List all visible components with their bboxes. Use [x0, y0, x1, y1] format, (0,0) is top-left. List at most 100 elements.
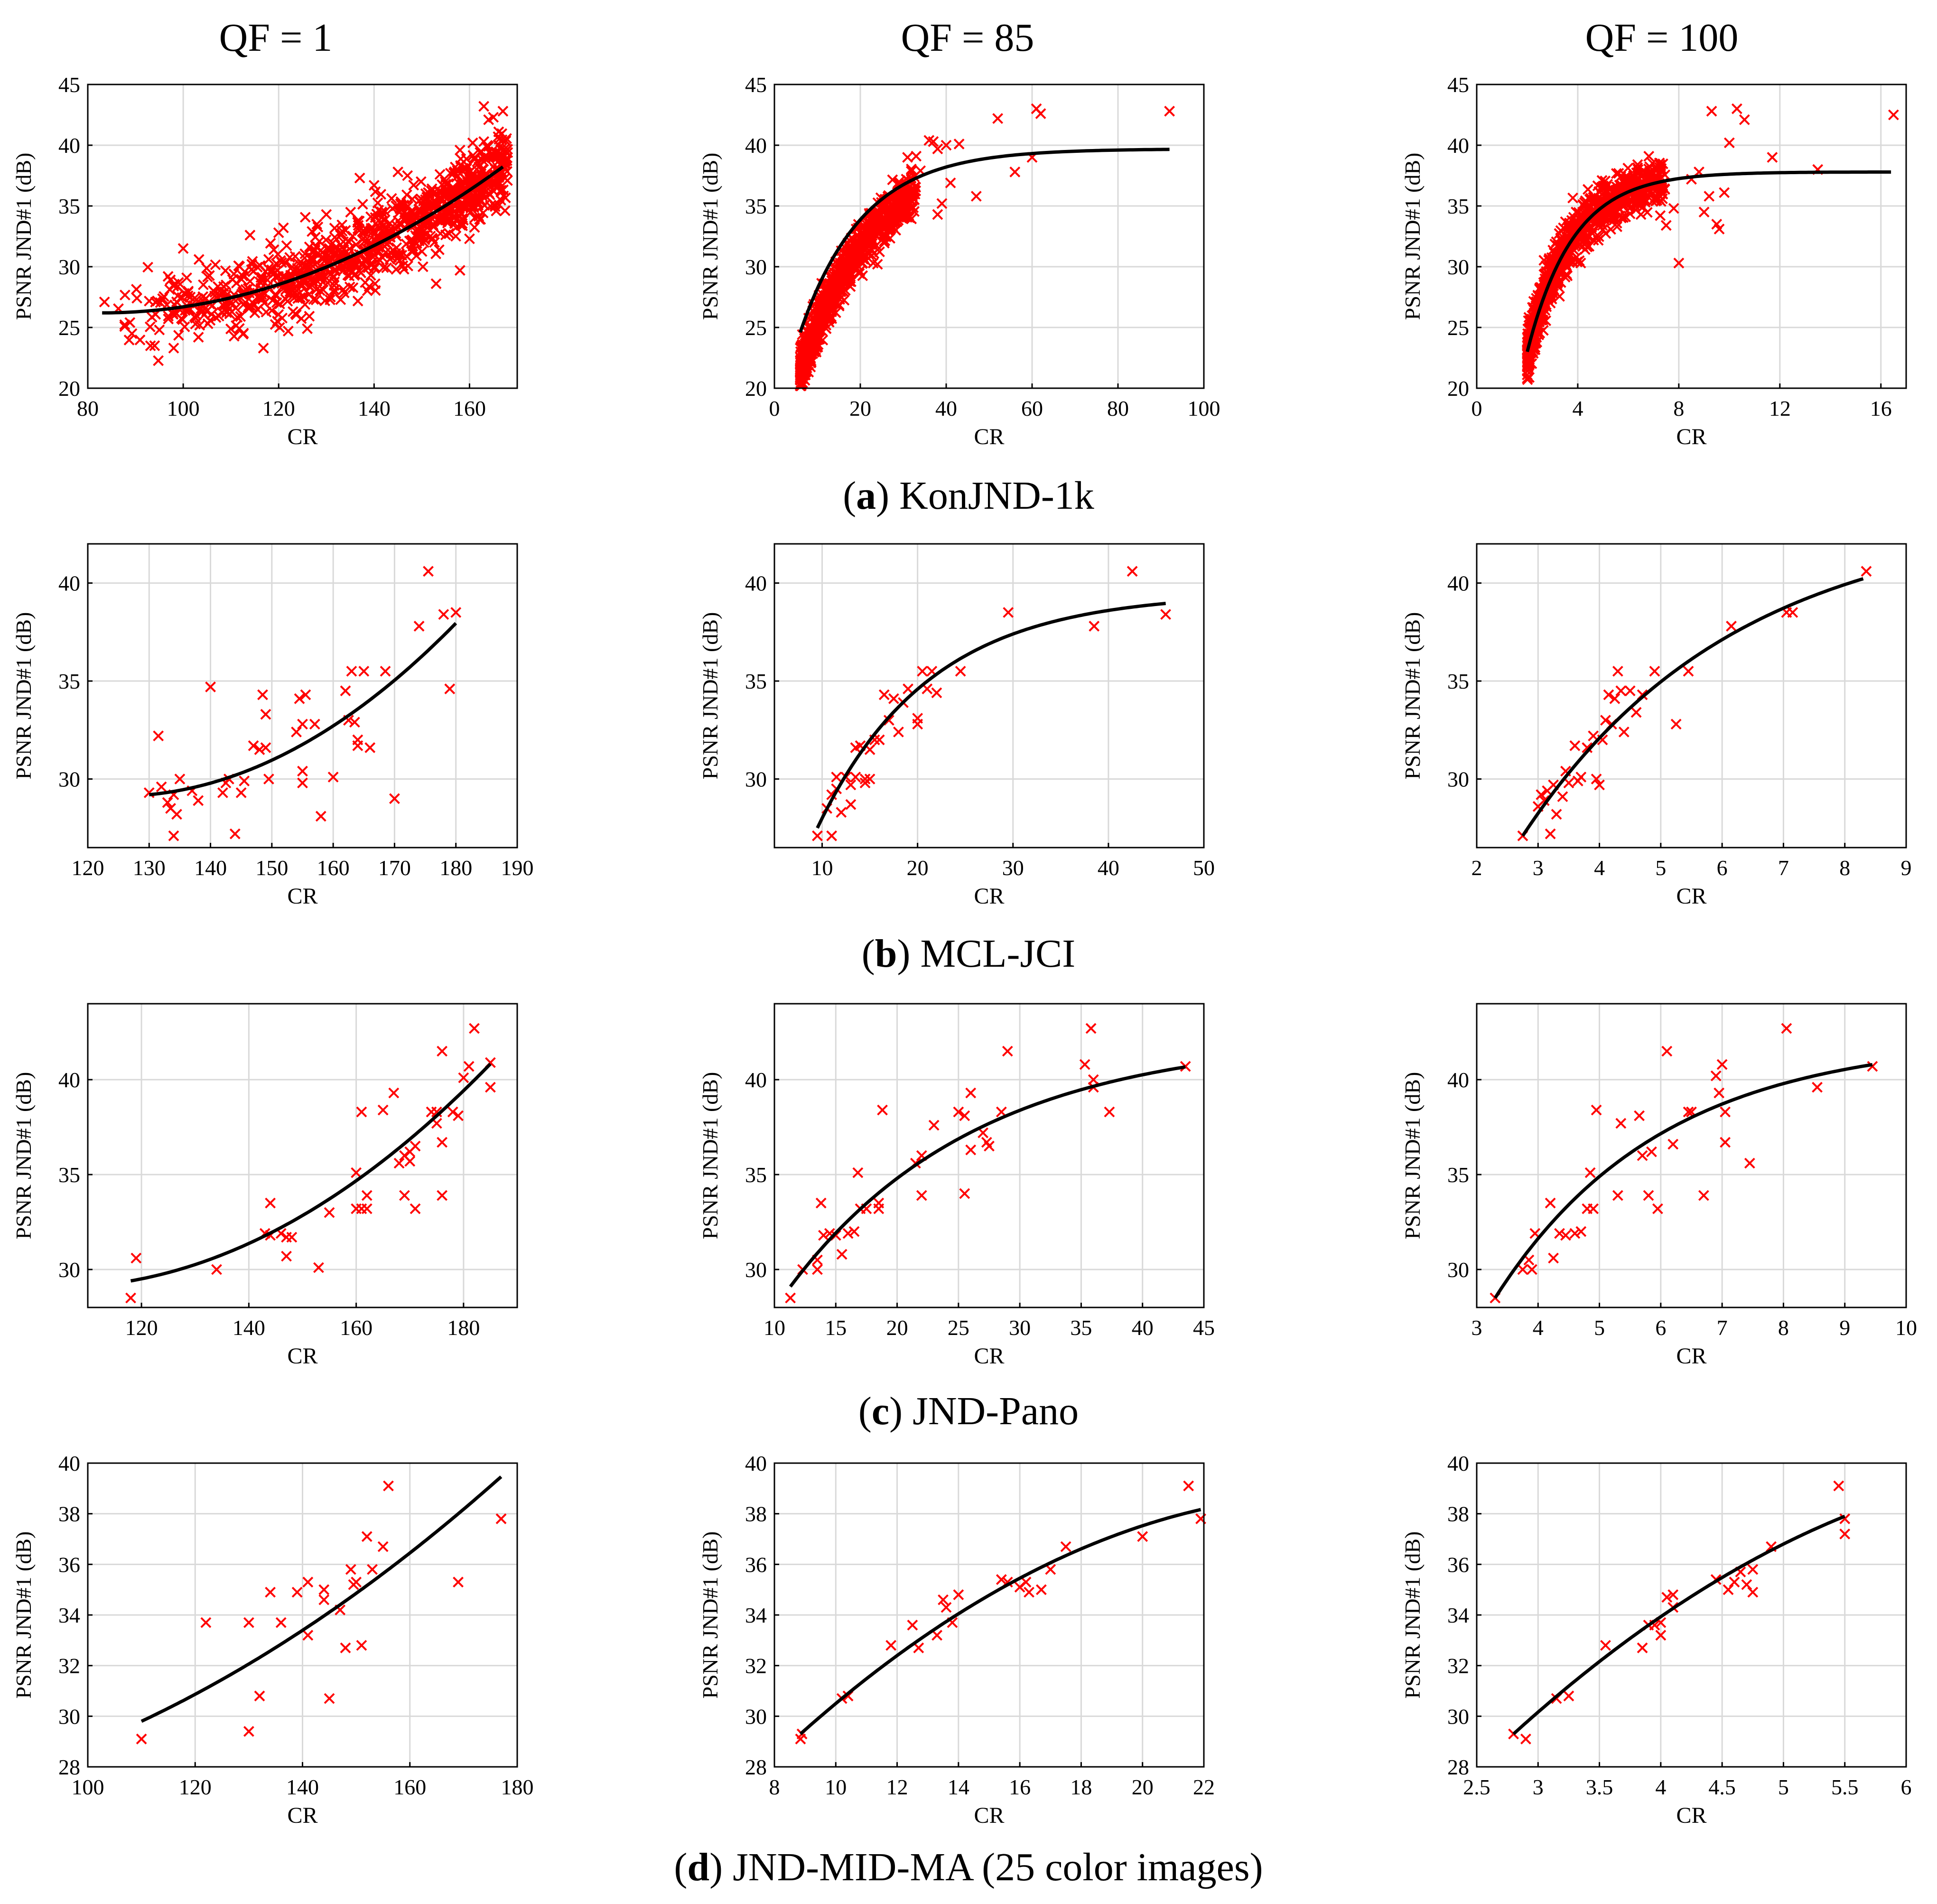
x-tick-label: 12: [886, 1775, 908, 1799]
data-point: [361, 1203, 372, 1214]
data-point: [312, 221, 324, 233]
x-tick-label: 160: [340, 1316, 372, 1340]
data-point: [1567, 192, 1578, 204]
y-tick-label: 34: [745, 1603, 767, 1627]
axes-box: [1476, 1003, 1907, 1308]
x-tick-label: 12: [1769, 396, 1791, 420]
data-point: [396, 199, 407, 211]
data-point: [454, 203, 465, 214]
y-tick-label: 38: [745, 1502, 767, 1526]
data-point: [857, 242, 868, 253]
data-point: [302, 1577, 314, 1588]
data-point: [1559, 260, 1571, 271]
y-tick-label: 30: [745, 255, 767, 279]
x-tick-label: 4: [1533, 1316, 1544, 1340]
data-point: [205, 681, 216, 692]
data-point: [209, 287, 221, 298]
data-point: [865, 224, 876, 236]
data-point: [274, 322, 285, 333]
data-point: [836, 1249, 847, 1260]
data-point: [1660, 220, 1672, 231]
data-point: [222, 305, 233, 317]
fit-curve: [1512, 1514, 1846, 1736]
data-point: [1643, 163, 1654, 175]
data-point: [1554, 291, 1565, 302]
x-axis-label: CR: [287, 1344, 317, 1369]
data-point: [1747, 1587, 1759, 1598]
data-point: [809, 341, 820, 353]
x-axis-label: CR: [287, 1803, 317, 1828]
data-point: [842, 1228, 854, 1239]
data-point: [272, 249, 284, 260]
x-axis-label: CR: [974, 424, 1004, 449]
data-point: [872, 259, 883, 270]
data-point: [299, 248, 311, 260]
data-point: [467, 150, 479, 161]
data-point: [913, 1642, 924, 1653]
data-point: [351, 1167, 362, 1178]
x-tick-label: 4: [1572, 396, 1583, 420]
x-tick-label: 16: [1009, 1775, 1031, 1799]
data-point: [410, 1140, 421, 1152]
data-point: [210, 259, 221, 271]
y-tick-label: 28: [58, 1755, 80, 1779]
data-point: [474, 214, 485, 225]
data-point: [1656, 163, 1667, 174]
data-point: [1661, 1592, 1673, 1603]
y-tick-label: 30: [1447, 1704, 1469, 1728]
x-tick-label: 180: [447, 1316, 480, 1340]
data-point: [360, 234, 371, 246]
x-tick-label: 100: [1188, 396, 1220, 420]
data-point: [902, 152, 913, 163]
x-tick-label: 8: [1839, 856, 1850, 880]
x-tick-label: 9: [1839, 1316, 1850, 1340]
data-point: [1592, 234, 1604, 246]
data-point: [1670, 719, 1682, 730]
data-point: [1603, 689, 1614, 700]
data-point: [409, 244, 419, 256]
data-point: [297, 777, 308, 789]
data-point: [457, 198, 468, 210]
data-point: [305, 252, 317, 263]
data-point: [1569, 1228, 1581, 1239]
x-tick-label: 120: [125, 1316, 158, 1340]
data-point: [397, 260, 409, 271]
data-point: [1867, 1061, 1878, 1072]
x-tick-label: 3: [1471, 1316, 1482, 1340]
data-point: [1020, 1577, 1032, 1588]
data-point: [1575, 1226, 1587, 1237]
data-point: [372, 197, 383, 208]
data-point: [181, 272, 192, 283]
x-tick-label: 20: [849, 396, 871, 420]
data-point: [1035, 108, 1046, 119]
data-point: [291, 726, 302, 737]
data-point: [1731, 103, 1742, 114]
data-point: [1714, 1087, 1725, 1099]
data-point: [1009, 166, 1021, 177]
data-point: [1517, 1264, 1528, 1275]
data-point: [423, 566, 434, 577]
data-point: [255, 291, 266, 302]
data-point: [1164, 105, 1175, 117]
data-point: [221, 279, 232, 290]
data-point: [1572, 256, 1583, 268]
data-point: [965, 1144, 977, 1156]
x-tick-label: 7: [1778, 856, 1789, 880]
data-point: [358, 665, 370, 677]
data-point: [1584, 1167, 1596, 1178]
y-axis-label: PSNR JND#1 (dB): [1400, 1072, 1425, 1240]
chart-3-2: 10 15 20 25 30 35 40 45 30 35 40 CR PSNR JND#1 (dB): [698, 1003, 1215, 1369]
data-point: [496, 128, 508, 139]
data-point: [1611, 221, 1622, 233]
data-point: [357, 199, 368, 210]
x-tick-label: 160: [317, 856, 350, 880]
data-point: [1606, 207, 1618, 218]
y-tick-label: 40: [58, 1068, 80, 1092]
x-tick-label: 40: [935, 396, 957, 420]
y-tick-label: 35: [58, 1163, 80, 1187]
data-point: [430, 278, 442, 289]
data-point: [450, 214, 462, 225]
data-point: [454, 265, 466, 276]
data-point: [1673, 257, 1685, 269]
x-tick-label: 80: [1107, 396, 1129, 420]
